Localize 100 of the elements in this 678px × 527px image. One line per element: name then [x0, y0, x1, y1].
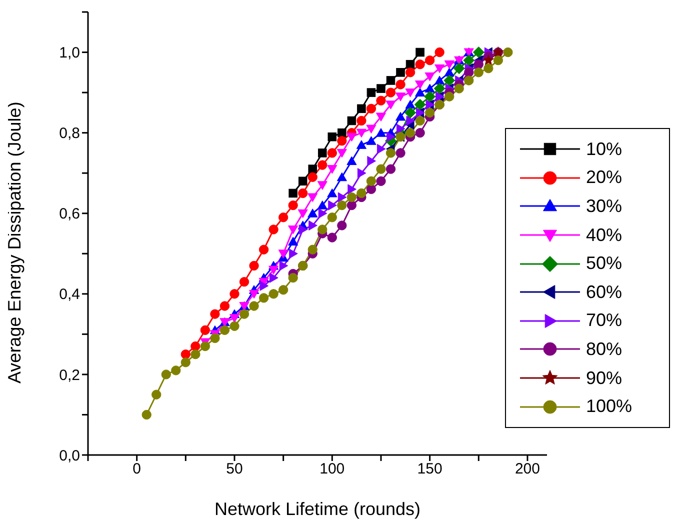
- point: [454, 84, 464, 94]
- point: [288, 272, 298, 283]
- point: [268, 266, 279, 275]
- point: [503, 47, 513, 58]
- point: [180, 358, 191, 368]
- point: [348, 184, 356, 194]
- point: [472, 46, 484, 58]
- legend-label: 20%: [586, 167, 622, 188]
- point: [444, 60, 454, 70]
- x-axis-title: Network Lifetime (rounds): [214, 499, 421, 519]
- point: [318, 208, 328, 218]
- y-tick-label: 0,0: [59, 447, 80, 464]
- point: [357, 104, 366, 114]
- point: [415, 116, 425, 126]
- y-tick-label: 0,4: [59, 286, 80, 304]
- point: [289, 248, 298, 259]
- point: [376, 96, 386, 106]
- point: [258, 244, 269, 254]
- legend-label: 30%: [586, 196, 622, 217]
- point: [346, 200, 357, 210]
- point: [210, 333, 220, 344]
- point: [415, 60, 425, 70]
- point: [404, 106, 416, 118]
- point: [414, 98, 426, 110]
- point: [346, 132, 357, 142]
- point: [405, 88, 416, 98]
- point: [376, 176, 386, 186]
- point: [336, 148, 347, 158]
- point: [386, 88, 396, 98]
- point: [376, 112, 386, 122]
- point: [444, 92, 454, 102]
- point: [288, 225, 298, 234]
- point: [327, 212, 337, 222]
- point: [406, 116, 416, 126]
- point: [366, 184, 376, 194]
- point: [270, 272, 278, 283]
- legend-label: 50%: [586, 253, 622, 274]
- point: [416, 48, 424, 57]
- legend-label: 60%: [586, 282, 622, 303]
- point: [346, 156, 357, 166]
- point: [288, 200, 298, 210]
- point: [484, 64, 494, 74]
- y-tick-label: 1,0: [59, 44, 80, 62]
- point: [424, 72, 435, 82]
- y-tick-label: 0,2: [59, 366, 80, 384]
- point: [376, 128, 386, 137]
- point: [171, 366, 181, 376]
- x-tick-label: 100: [320, 460, 345, 478]
- point: [248, 290, 260, 299]
- point: [308, 208, 318, 218]
- point: [288, 236, 298, 246]
- point: [482, 54, 494, 66]
- point: [366, 136, 376, 145]
- point: [367, 156, 376, 166]
- point: [278, 212, 288, 222]
- point: [298, 188, 308, 198]
- point: [317, 181, 328, 190]
- point: [347, 116, 356, 126]
- legend-label: 40%: [586, 224, 622, 246]
- point: [337, 136, 347, 146]
- point: [444, 68, 454, 76]
- point: [278, 285, 288, 295]
- legend-label: 10%: [586, 138, 622, 160]
- point: [239, 276, 250, 287]
- point: [386, 76, 396, 85]
- point: [338, 192, 347, 202]
- point: [395, 92, 406, 102]
- point: [356, 116, 366, 126]
- point: [327, 188, 338, 198]
- point: [424, 90, 436, 102]
- y-tick-label: 0,6: [59, 206, 80, 223]
- point: [386, 148, 396, 158]
- point: [346, 192, 357, 202]
- point: [308, 164, 318, 174]
- point: [288, 188, 298, 198]
- point: [327, 148, 337, 158]
- point: [415, 128, 425, 138]
- point: [434, 76, 445, 84]
- point: [386, 100, 396, 110]
- point: [190, 341, 200, 352]
- x-tick-label: 150: [417, 460, 442, 478]
- point: [434, 47, 444, 58]
- point: [220, 301, 230, 311]
- point: [318, 160, 328, 170]
- legend-label: 100%: [586, 396, 632, 418]
- point: [327, 165, 338, 174]
- point: [229, 314, 240, 323]
- point: [210, 309, 220, 319]
- point: [152, 390, 162, 400]
- point: [356, 128, 366, 138]
- legend-label: 70%: [586, 310, 622, 332]
- point: [336, 172, 347, 182]
- point: [366, 104, 376, 114]
- point: [396, 68, 405, 77]
- point: [474, 68, 484, 78]
- point: [424, 108, 435, 118]
- point: [230, 289, 240, 299]
- point: [230, 321, 240, 331]
- point: [464, 68, 474, 78]
- point: [464, 76, 474, 86]
